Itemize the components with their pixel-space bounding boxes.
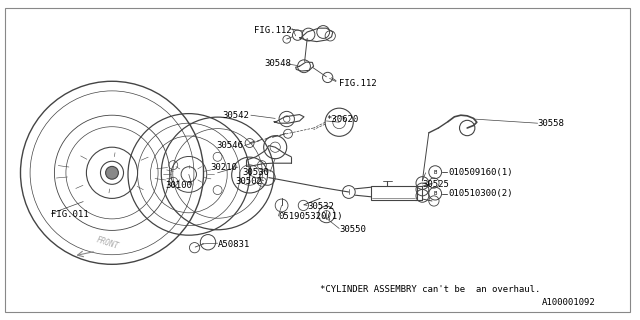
Text: *CYLINDER ASSEMBRY can't be  an overhaul.: *CYLINDER ASSEMBRY can't be an overhaul.: [320, 285, 540, 294]
Text: 30548: 30548: [264, 60, 291, 68]
Text: 30502: 30502: [236, 177, 262, 186]
Text: 30100: 30100: [165, 181, 192, 190]
Text: 010509160(1): 010509160(1): [448, 168, 513, 177]
Text: 051905320(1): 051905320(1): [278, 212, 343, 221]
Text: A100001092: A100001092: [541, 298, 595, 307]
Text: FRONT: FRONT: [95, 236, 120, 251]
Text: 30558: 30558: [538, 119, 564, 128]
Text: 30546: 30546: [216, 141, 243, 150]
Text: B: B: [433, 170, 437, 175]
Text: 010510300(2): 010510300(2): [448, 189, 513, 198]
Text: FIG.011: FIG.011: [51, 210, 89, 219]
Text: 30542: 30542: [223, 111, 250, 120]
Text: 30550: 30550: [339, 225, 366, 234]
Circle shape: [106, 166, 118, 179]
Text: FIG.112: FIG.112: [339, 79, 377, 88]
Text: A50831: A50831: [218, 240, 250, 249]
Text: 30530: 30530: [242, 168, 269, 177]
Text: 30532: 30532: [307, 202, 334, 211]
Text: FIG.112: FIG.112: [253, 26, 291, 35]
Text: B: B: [433, 191, 437, 196]
Text: 30525: 30525: [422, 180, 449, 189]
Text: 30210: 30210: [210, 164, 237, 172]
Text: *30620: *30620: [326, 116, 358, 124]
